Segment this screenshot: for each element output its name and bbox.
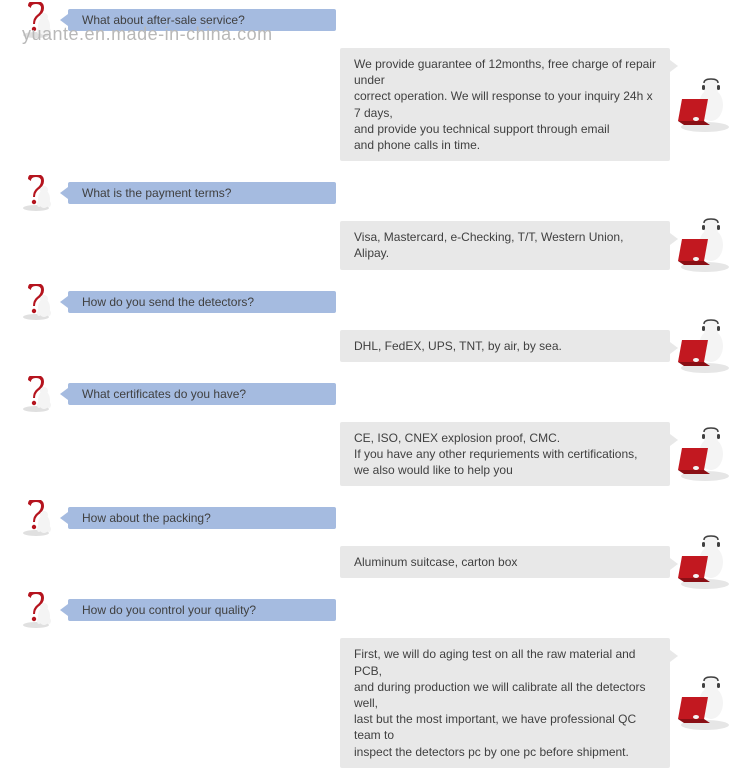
support-agent-icon <box>676 217 734 273</box>
question-mark-icon <box>20 2 52 38</box>
question-row: How about the packing? <box>0 498 750 538</box>
answer-bubble: Visa, Mastercard, e-Checking, T/T, Weste… <box>340 221 670 269</box>
faq-item: How about the packing?Aluminum suitcase,… <box>0 498 750 590</box>
faq-list: What about after-sale service?We provide… <box>0 0 750 780</box>
question-row: What about after-sale service? <box>0 0 750 40</box>
support-agent-icon <box>676 77 734 133</box>
support-agent-icon <box>676 675 734 731</box>
question-mark-icon <box>20 284 52 320</box>
support-agent-icon <box>676 426 734 482</box>
question-bubble: What is the payment terms? <box>68 182 336 204</box>
answer-bubble: First, we will do aging test on all the … <box>340 638 670 767</box>
answer-row: We provide guarantee of 12months, free c… <box>0 40 750 173</box>
question-bubble: How do you control your quality? <box>68 599 336 621</box>
question-row: How do you control your quality? <box>0 590 750 630</box>
answer-row: DHL, FedEX, UPS, TNT, by air, by sea. <box>0 322 750 374</box>
question-row: What certificates do you have? <box>0 374 750 414</box>
support-agent-icon <box>676 534 734 590</box>
question-mark-icon <box>20 592 52 628</box>
answer-row: First, we will do aging test on all the … <box>0 630 750 779</box>
question-bubble: What about after-sale service? <box>68 9 336 31</box>
answer-bubble: DHL, FedEX, UPS, TNT, by air, by sea. <box>340 330 670 362</box>
question-bubble: What certificates do you have? <box>68 383 336 405</box>
answer-bubble: CE, ISO, CNEX explosion proof, CMC. If y… <box>340 422 670 487</box>
answer-bubble: Aluminum suitcase, carton box <box>340 546 670 578</box>
question-row: What is the payment terms? <box>0 173 750 213</box>
faq-item: How do you control your quality?First, w… <box>0 590 750 779</box>
faq-item: What certificates do you have?CE, ISO, C… <box>0 374 750 499</box>
question-row: How do you send the detectors? <box>0 282 750 322</box>
answer-row: Visa, Mastercard, e-Checking, T/T, Weste… <box>0 213 750 281</box>
faq-item: How do you send the detectors?DHL, FedEX… <box>0 282 750 374</box>
question-mark-icon <box>20 175 52 211</box>
answer-row: CE, ISO, CNEX explosion proof, CMC. If y… <box>0 414 750 499</box>
answer-bubble: We provide guarantee of 12months, free c… <box>340 48 670 161</box>
question-mark-icon <box>20 376 52 412</box>
question-mark-icon <box>20 500 52 536</box>
question-bubble: How do you send the detectors? <box>68 291 336 313</box>
faq-item: What about after-sale service?We provide… <box>0 0 750 173</box>
question-bubble: How about the packing? <box>68 507 336 529</box>
answer-row: Aluminum suitcase, carton box <box>0 538 750 590</box>
support-agent-icon <box>676 318 734 374</box>
faq-item: What is the payment terms?Visa, Masterca… <box>0 173 750 281</box>
